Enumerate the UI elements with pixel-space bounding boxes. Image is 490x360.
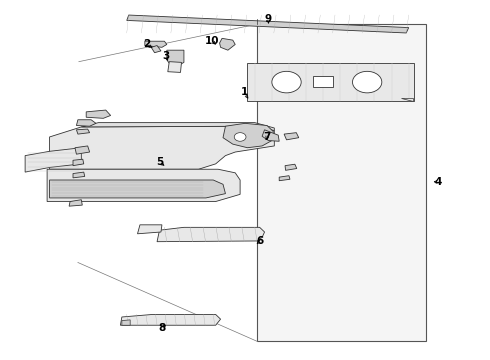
Polygon shape: [401, 98, 413, 101]
Polygon shape: [145, 41, 167, 47]
Polygon shape: [247, 63, 414, 101]
Polygon shape: [47, 169, 240, 202]
Polygon shape: [138, 225, 162, 234]
Text: 5: 5: [156, 157, 163, 167]
Polygon shape: [168, 62, 181, 72]
Text: 8: 8: [158, 324, 166, 333]
Polygon shape: [220, 39, 235, 50]
Polygon shape: [69, 200, 82, 206]
Polygon shape: [73, 159, 84, 166]
Circle shape: [352, 71, 382, 93]
Polygon shape: [314, 76, 333, 87]
Polygon shape: [223, 123, 273, 148]
Polygon shape: [257, 24, 426, 341]
Polygon shape: [76, 129, 90, 134]
Polygon shape: [76, 120, 96, 126]
Text: 2: 2: [143, 40, 150, 49]
Polygon shape: [279, 176, 290, 181]
Text: 6: 6: [256, 236, 263, 246]
Circle shape: [272, 71, 301, 93]
Polygon shape: [285, 164, 297, 170]
Text: 9: 9: [265, 14, 272, 24]
Polygon shape: [121, 315, 220, 325]
Polygon shape: [75, 146, 90, 154]
Text: 7: 7: [263, 132, 270, 142]
Polygon shape: [157, 227, 265, 242]
Polygon shape: [81, 123, 274, 131]
Text: 1: 1: [241, 87, 247, 97]
Polygon shape: [167, 50, 184, 66]
Circle shape: [234, 133, 246, 141]
Polygon shape: [262, 130, 279, 141]
Text: 3: 3: [162, 51, 170, 61]
Polygon shape: [127, 15, 409, 33]
Text: 4: 4: [434, 177, 441, 187]
Polygon shape: [151, 45, 161, 53]
Polygon shape: [49, 126, 274, 169]
Polygon shape: [73, 172, 85, 178]
Text: 10: 10: [204, 36, 219, 46]
Polygon shape: [86, 110, 111, 118]
Polygon shape: [122, 320, 130, 325]
Polygon shape: [25, 148, 81, 172]
Polygon shape: [284, 133, 299, 140]
Polygon shape: [49, 180, 225, 198]
